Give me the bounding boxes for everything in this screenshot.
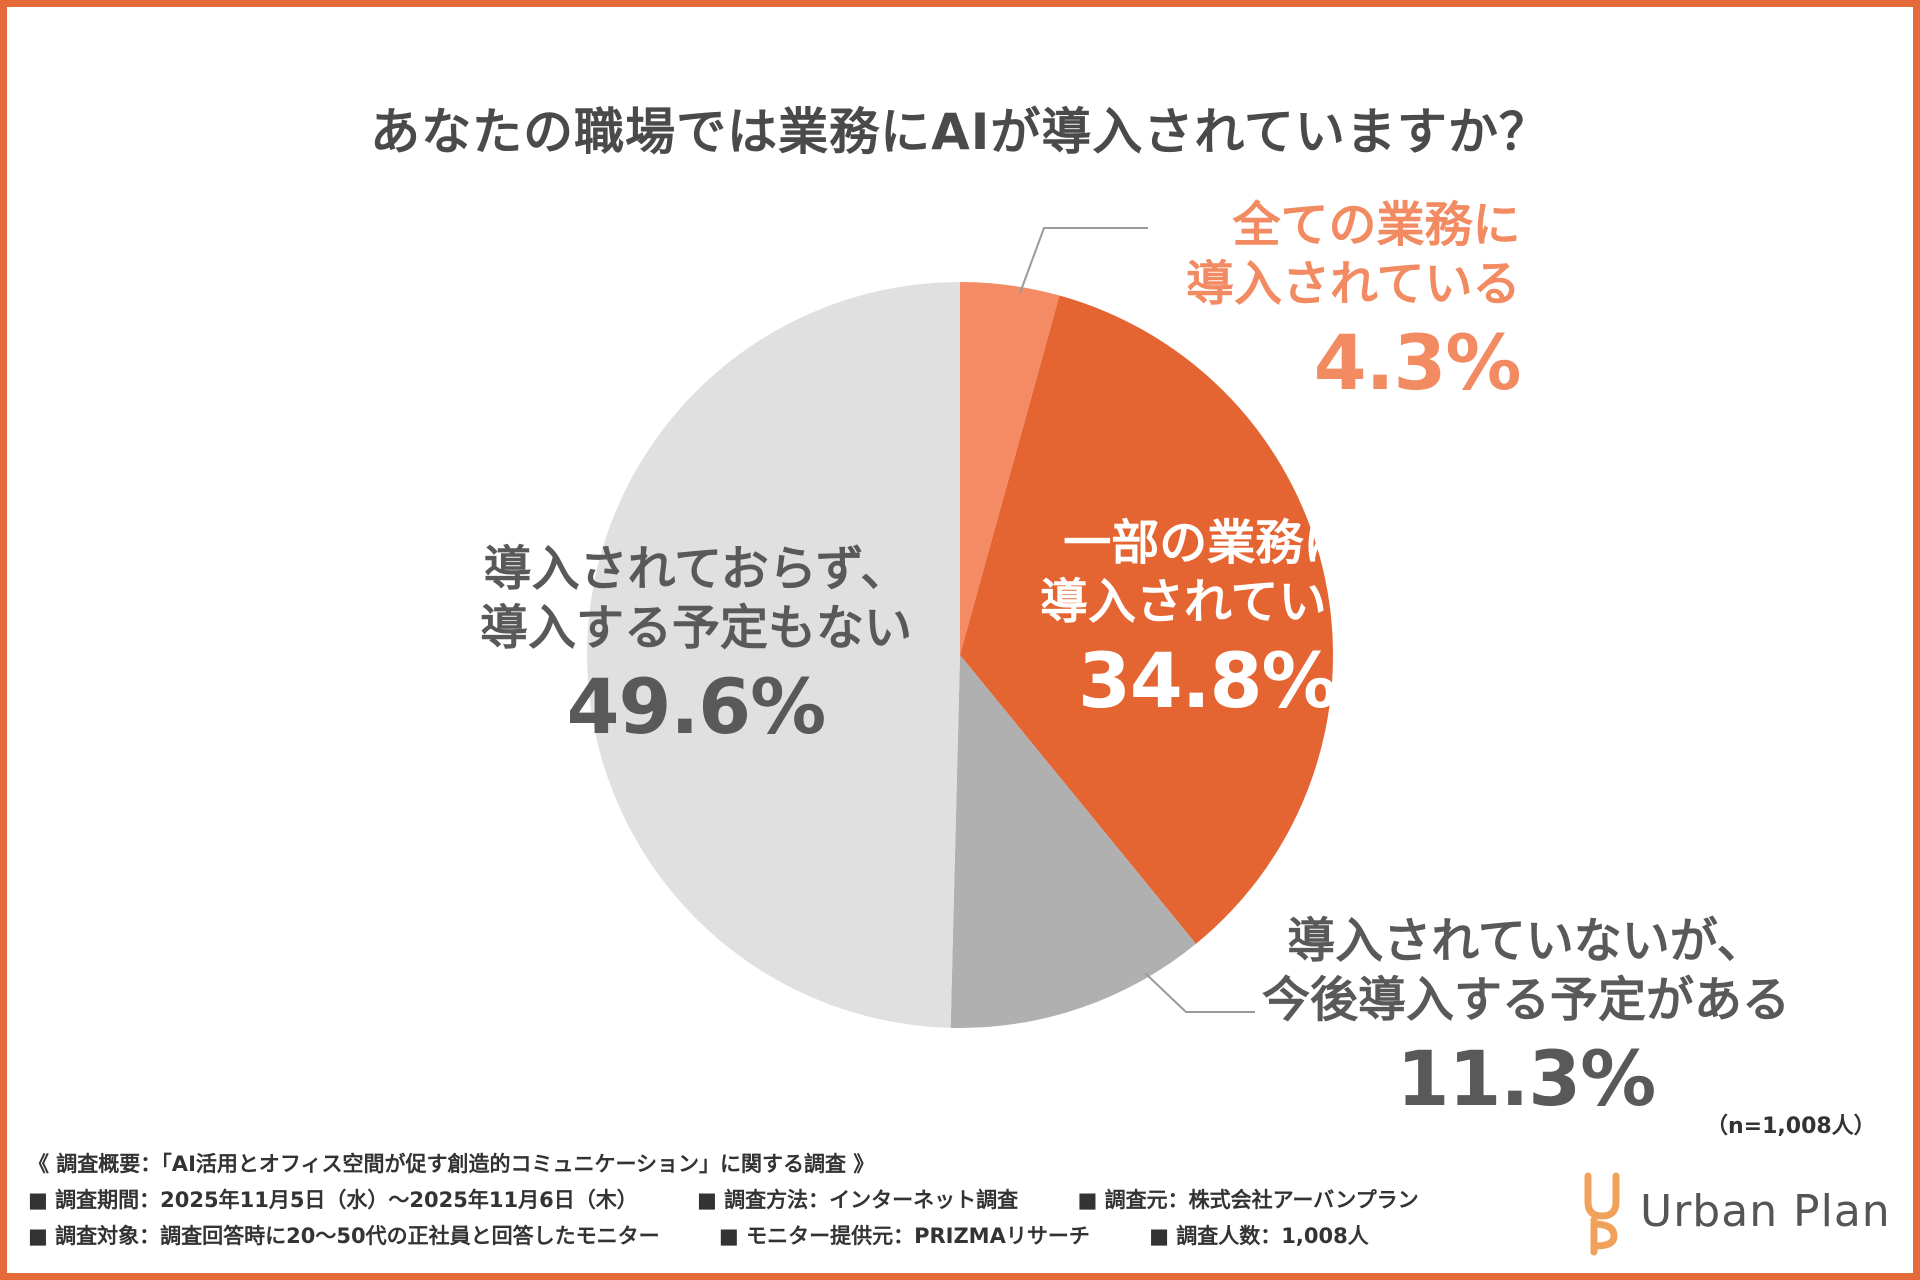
label-line: 今後導入する予定がある [1262,971,1791,1028]
footer-row: ■ 調査対象：調査回答時に20〜50代の正社員と回答したモニター ■ モニター提… [28,1218,1471,1254]
survey-count: ■ 調査人数：1,008人 [1149,1224,1369,1248]
urban-plan-logo-mark-icon [1584,1172,1620,1256]
chart-title: あなたの職場では業務にAIが導入されていますか？ [370,103,1550,161]
label-line: 導入する予定もない [480,599,913,656]
data-label: 11.3% [1396,1034,1657,1124]
slice-label-all-tasks: 全ての業務に 導入されている 4.3% [1186,196,1522,410]
survey-target: ■ 調査対象：調査回答時に20〜50代の正社員と回答したモニター [28,1224,660,1248]
survey-overview: 《 調査概要：「AI活用とオフィス空間が促す創造的コミュニケーション」に関する調… [28,1152,875,1176]
label-line: 一部の業務に [1063,515,1352,571]
slice-label-planned: 導入されていないが、 今後導入する予定がある 11.3% [1262,912,1790,1126]
slice-label-not-planned: 導入されておらず、 導入する予定もない 49.6% [480,540,912,754]
logo-text: Urban Plan [1640,1186,1891,1237]
data-label: 49.6% [566,662,827,752]
data-label: 34.8% [1077,636,1338,726]
pie-slice-2 [950,655,1196,1028]
survey-panel: ■ モニター提供元：PRIZMAリサーチ [718,1224,1090,1248]
label-line: 導入されている [1040,573,1375,630]
leader-line-all [1019,227,1148,294]
footer-row: ■ 調査期間：2025年11月5日（水）〜2025年11月6日（木） ■ 調査方… [28,1182,1471,1218]
pie-slice-1 [960,295,1333,944]
slice-label-some-tasks: 一部の業務に 導入されている 34.8% [1040,514,1375,728]
survey-method: ■ 調査方法：インターネット調査 [697,1188,1019,1212]
survey-period: ■ 調査期間：2025年11月5日（水）〜2025年11月6日（木） [28,1188,638,1212]
label-line: 導入されている [1186,255,1521,312]
data-label: 4.3% [1313,318,1522,408]
pie-slice-3 [586,282,960,1028]
survey-footer: 《 調査概要：「AI活用とオフィス空間が促す創造的コミュニケーション」に関する調… [28,1146,1471,1254]
label-line: 導入されておらず、 [483,541,909,597]
sample-size: （n=1,008人） [1706,1114,1876,1139]
pie-slice-0 [960,282,1060,655]
leader-line-future [1144,972,1255,1013]
survey-source: ■ 調査元：株式会社アーバンプラン [1077,1188,1419,1212]
label-line: 全ての業務に [1232,197,1521,253]
label-line: 導入されていないが、 [1287,913,1765,969]
